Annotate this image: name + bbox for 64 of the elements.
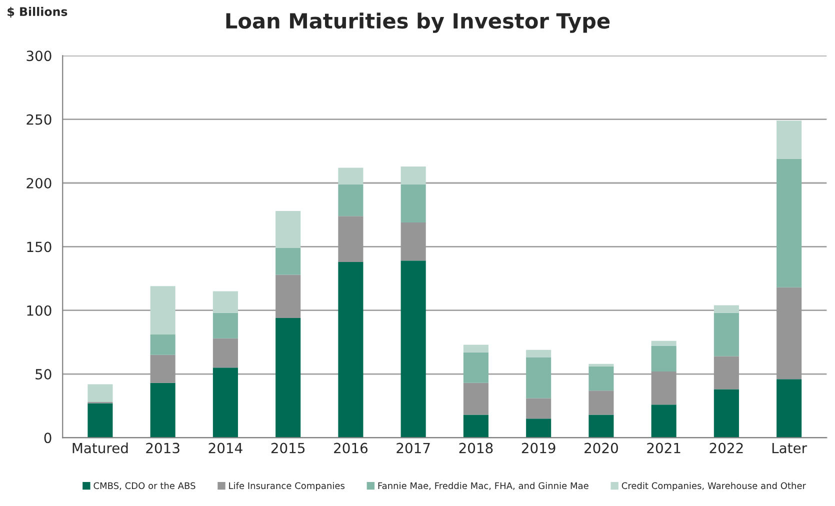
x-tick-label: 2022 [710,442,743,454]
x-tick-label: 2017 [396,442,430,454]
y-tick-label: 0 [44,432,52,444]
bar [338,168,364,184]
y-tick-label: 300 [26,50,52,62]
bar [212,368,238,438]
y-tick-label: 150 [27,242,52,252]
bar [276,211,301,248]
bar [714,312,739,356]
bar [338,184,364,216]
legend-label: Fannie Mae, Freddie Mac, FHA, and Ginnie Mae [378,482,588,490]
bar [651,340,676,346]
y-tick-label: 200 [26,178,52,188]
bar [88,403,113,438]
x-tick-label: 2020 [584,442,618,454]
bar [88,384,113,402]
x-tick-label: 2018 [459,442,493,454]
bar [150,286,176,335]
bar [338,262,364,438]
bar [150,382,176,438]
x-tick-label: Matured [72,442,128,454]
y-tick-label: 50 [36,368,52,380]
x-tick-label: 2021 [647,442,680,454]
x-tick-label: Later [772,442,808,454]
bar [212,291,238,313]
legend-label: CMBS, CDO or the ABS [94,482,196,490]
bar [714,389,739,438]
y-tick-label: 100 [27,305,52,316]
bar [276,248,301,275]
bar [463,344,488,352]
bar [651,404,676,438]
bar [526,418,552,438]
legend-label: Credit Companies, Warehouse and Other [622,482,806,491]
bar [714,305,739,313]
y-axis-title: $ Billions [8,6,68,18]
bar [526,357,552,398]
bar [150,334,176,355]
bar [526,398,552,419]
chart-title: Loan Maturities by Investor Type [226,12,610,33]
bar [588,390,614,415]
bar [463,352,488,383]
bar [588,366,614,391]
bar [588,364,614,366]
bar [212,312,238,338]
bar [463,414,488,438]
bar [463,382,488,415]
bar [400,166,426,184]
bar [776,158,802,288]
bar [651,346,676,372]
x-tick-label: 2016 [334,442,368,454]
x-tick-label: 2014 [208,442,242,454]
bar [400,260,426,438]
bar [588,414,614,438]
bar [212,338,238,368]
x-tick-label: 2015 [271,442,305,454]
legend-label: Life Insurance Companies [229,482,344,491]
bar [276,318,301,438]
bar [400,184,426,222]
bar [776,120,802,159]
y-tick-label: 250 [26,114,52,125]
x-tick-label: 2019 [522,442,556,454]
x-tick-label: 2013 [146,442,180,454]
bar [776,379,802,438]
bar [526,350,552,358]
